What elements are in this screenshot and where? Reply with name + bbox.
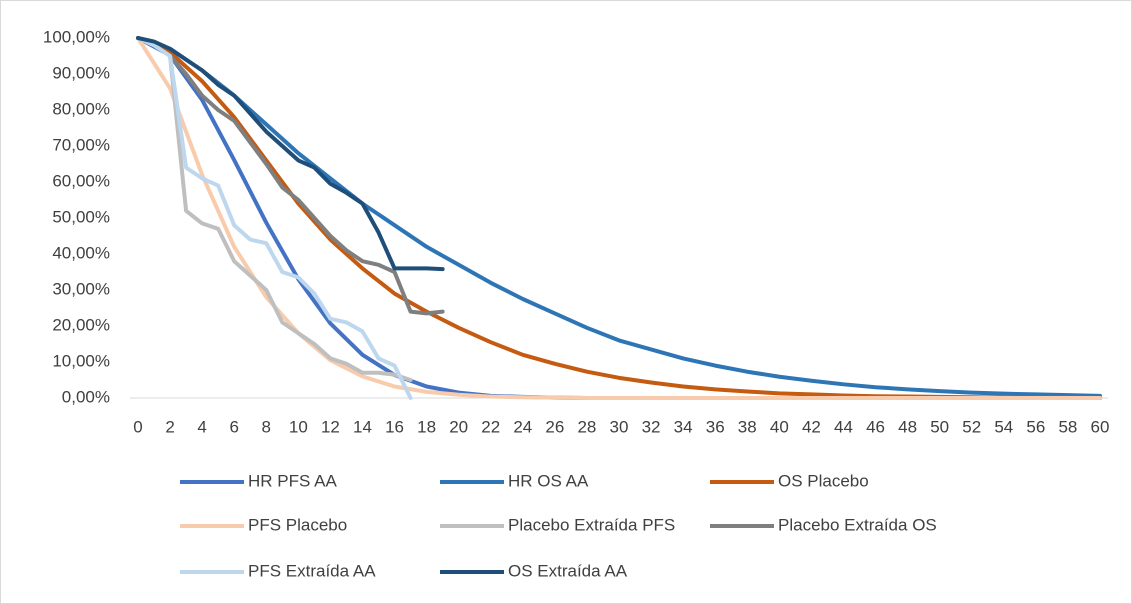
x-tick-label: 28 — [577, 417, 596, 436]
x-tick-label: 34 — [674, 417, 693, 436]
x-tick-label: 44 — [834, 417, 853, 436]
x-tick-label: 40 — [770, 417, 789, 436]
y-tick-label: 80,00% — [52, 99, 110, 118]
legend-label: HR OS AA — [508, 471, 589, 490]
y-tick-label: 70,00% — [52, 135, 110, 154]
x-tick-label: 18 — [417, 417, 436, 436]
x-tick-label: 8 — [262, 417, 271, 436]
x-tick-label: 52 — [962, 417, 981, 436]
x-tick-label: 22 — [481, 417, 500, 436]
y-tick-label: 40,00% — [52, 243, 110, 262]
x-tick-label: 12 — [321, 417, 340, 436]
legend-label: OS Placebo — [778, 471, 869, 490]
y-tick-label: 10,00% — [52, 351, 110, 370]
x-tick-label: 20 — [449, 417, 468, 436]
x-tick-label: 48 — [898, 417, 917, 436]
x-tick-label: 54 — [994, 417, 1013, 436]
x-tick-label: 0 — [133, 417, 142, 436]
x-tick-label: 32 — [642, 417, 661, 436]
x-tick-label: 14 — [353, 417, 372, 436]
series-line — [136, 36, 413, 382]
x-tick-label: 58 — [1058, 417, 1077, 436]
y-tick-label: 60,00% — [52, 171, 110, 190]
series-line — [136, 36, 413, 400]
x-tick-label: 24 — [513, 417, 532, 436]
x-tick-label: 10 — [289, 417, 308, 436]
y-tick-label: 0,00% — [62, 387, 110, 406]
x-tick-label: 30 — [610, 417, 629, 436]
x-tick-label: 56 — [1026, 417, 1045, 436]
x-tick-label: 38 — [738, 417, 757, 436]
series-line — [168, 54, 445, 316]
x-tick-label: 36 — [706, 417, 725, 436]
y-tick-label: 20,00% — [52, 315, 110, 334]
x-tick-label: 26 — [545, 417, 564, 436]
y-tick-label: 90,00% — [52, 63, 110, 82]
x-tick-label: 42 — [802, 417, 821, 436]
legend-label: Placebo Extraída OS — [778, 515, 937, 534]
x-tick-label: 60 — [1091, 417, 1110, 436]
legend-label: OS Extraída AA — [508, 561, 628, 580]
x-tick-label: 4 — [197, 417, 206, 436]
x-tick-label: 50 — [930, 417, 949, 436]
legend-label: Placebo Extraída PFS — [508, 515, 675, 534]
x-tick-label: 46 — [866, 417, 885, 436]
series-line — [136, 36, 1102, 398]
y-tick-label: 50,00% — [52, 207, 110, 226]
legend-label: HR PFS AA — [248, 471, 337, 490]
legend-label: PFS Placebo — [248, 515, 347, 534]
x-tick-label: 6 — [229, 417, 238, 436]
x-tick-label: 2 — [165, 417, 174, 436]
y-tick-label: 30,00% — [52, 279, 110, 298]
x-tick-label: 16 — [385, 417, 404, 436]
series-line — [136, 36, 445, 272]
y-tick-label: 100,00% — [43, 27, 110, 46]
legend-label: PFS Extraída AA — [248, 561, 376, 580]
